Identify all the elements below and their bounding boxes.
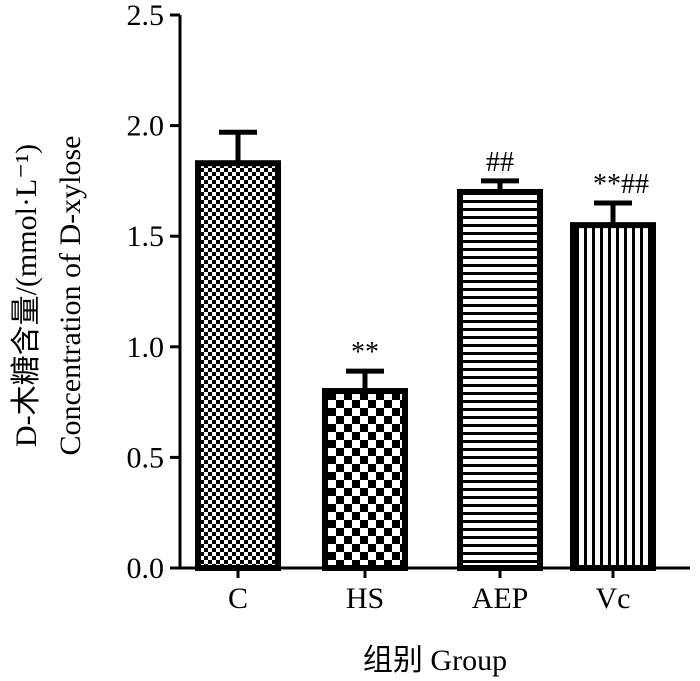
y-tick-label: 0.5 (127, 441, 165, 474)
y-tick-label: 2.5 (127, 0, 165, 32)
bar-c (195, 160, 281, 571)
x-tick-label: HS (346, 582, 384, 615)
x-tick-label: Vc (596, 582, 631, 615)
significance-label: ** (351, 337, 379, 368)
bar-vc (570, 222, 656, 571)
significance-label: ## (486, 147, 514, 178)
y-tick-label: 0.0 (127, 552, 165, 585)
significance-label: **## (593, 169, 649, 200)
y-tick-label: 1.5 (127, 220, 165, 253)
bar-hs (322, 388, 408, 572)
y-axis-title-cn: D-木糖含量/(mmol·L⁻¹) (10, 144, 43, 447)
y-tick-label: 1.0 (127, 331, 165, 364)
x-axis-title: 组别 Group (363, 644, 507, 677)
x-tick-label: AEP (472, 582, 529, 615)
bar-aep (457, 188, 543, 572)
y-axis-title-en: Concentration of D-xylose (54, 136, 87, 456)
x-tick-label: C (228, 582, 248, 615)
y-tick-label: 2.0 (127, 110, 165, 143)
